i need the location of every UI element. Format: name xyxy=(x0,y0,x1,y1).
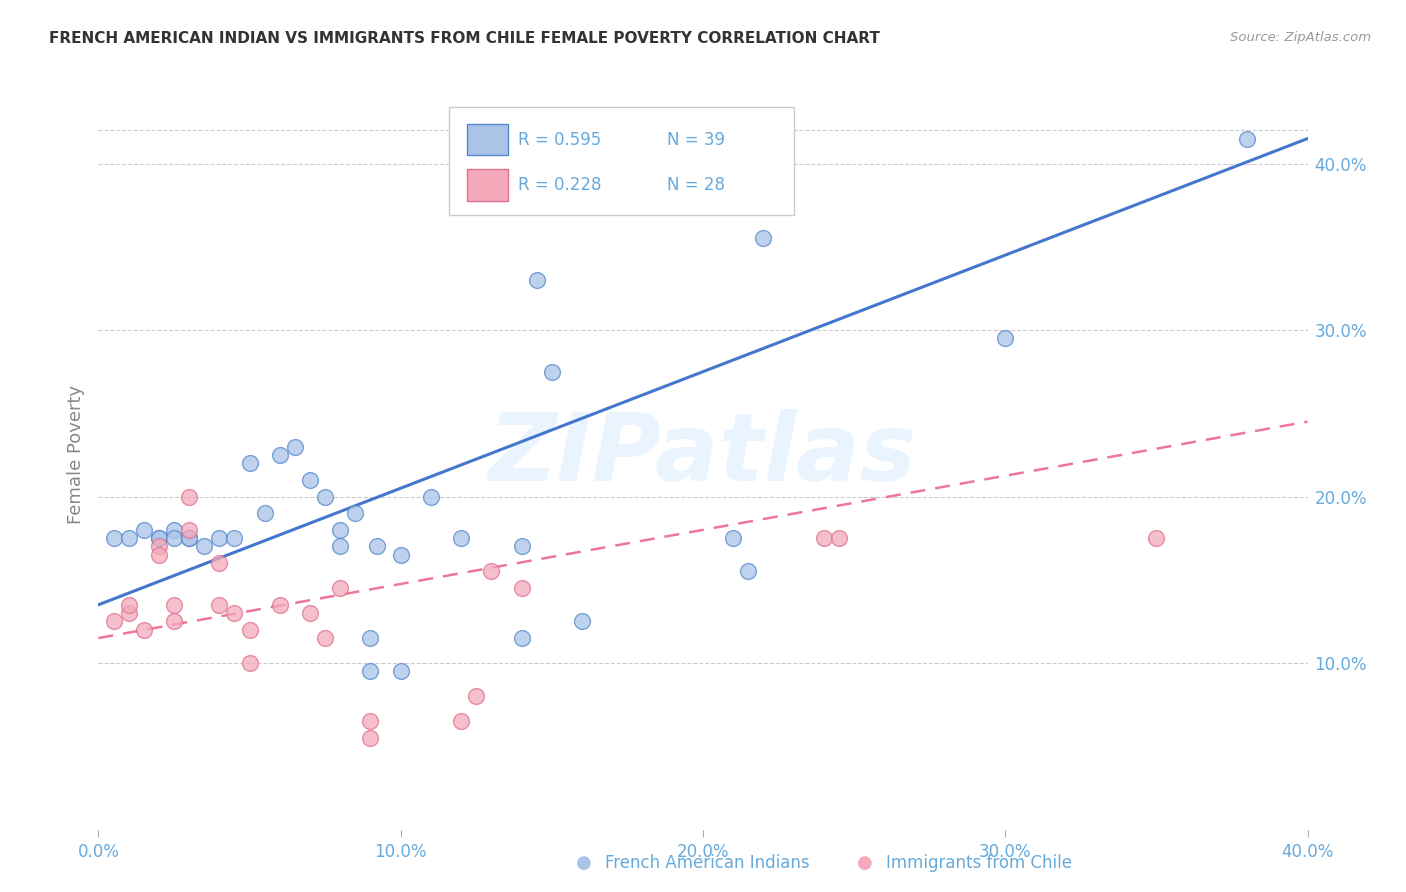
FancyBboxPatch shape xyxy=(467,124,509,155)
Point xyxy=(163,523,186,537)
Point xyxy=(148,531,170,545)
Point xyxy=(208,598,231,612)
Point xyxy=(163,615,186,629)
Point xyxy=(208,531,231,545)
Point xyxy=(132,523,155,537)
Point xyxy=(148,548,170,562)
Point xyxy=(389,665,412,679)
Text: R = 0.595: R = 0.595 xyxy=(517,130,602,148)
Point xyxy=(360,731,382,745)
Point xyxy=(526,273,548,287)
Point xyxy=(163,598,186,612)
Point xyxy=(208,556,231,570)
Text: French American Indians: French American Indians xyxy=(605,855,810,872)
Point xyxy=(329,581,352,595)
Point xyxy=(752,231,775,245)
Point xyxy=(253,506,276,520)
Point xyxy=(813,531,835,545)
Point xyxy=(269,448,291,462)
Point xyxy=(179,490,201,504)
Y-axis label: Female Poverty: Female Poverty xyxy=(66,385,84,524)
Point xyxy=(571,615,593,629)
Point xyxy=(1236,131,1258,145)
Point xyxy=(284,440,307,454)
Point xyxy=(344,506,367,520)
FancyBboxPatch shape xyxy=(449,106,793,215)
Point xyxy=(314,490,336,504)
Point xyxy=(148,531,170,545)
Point xyxy=(420,490,443,504)
Point xyxy=(450,714,472,729)
Point xyxy=(118,606,141,620)
Point xyxy=(179,531,201,545)
Point xyxy=(450,531,472,545)
Point xyxy=(132,623,155,637)
Point xyxy=(1144,531,1167,545)
Point xyxy=(360,631,382,645)
Text: FRENCH AMERICAN INDIAN VS IMMIGRANTS FROM CHILE FEMALE POVERTY CORRELATION CHART: FRENCH AMERICAN INDIAN VS IMMIGRANTS FRO… xyxy=(49,31,880,46)
Point xyxy=(723,531,745,545)
FancyBboxPatch shape xyxy=(467,169,509,201)
Point xyxy=(163,531,186,545)
Point xyxy=(828,531,851,545)
Point xyxy=(269,598,291,612)
Point xyxy=(239,456,262,470)
Point xyxy=(360,665,382,679)
Point xyxy=(224,531,246,545)
Point xyxy=(299,606,322,620)
Point xyxy=(118,531,141,545)
Point xyxy=(148,540,170,554)
Point xyxy=(239,623,262,637)
Text: ZIPatlas: ZIPatlas xyxy=(489,409,917,501)
Point xyxy=(103,615,125,629)
Point xyxy=(366,540,388,554)
Point xyxy=(314,631,336,645)
Text: Immigrants from Chile: Immigrants from Chile xyxy=(886,855,1071,872)
Point xyxy=(510,581,533,595)
Point xyxy=(179,531,201,545)
Point xyxy=(193,540,215,554)
Point xyxy=(389,548,412,562)
Text: N = 39: N = 39 xyxy=(666,130,724,148)
Point xyxy=(118,598,141,612)
Point xyxy=(239,656,262,670)
Point xyxy=(299,473,322,487)
Point xyxy=(103,531,125,545)
Point xyxy=(510,631,533,645)
Point xyxy=(224,606,246,620)
Point xyxy=(540,365,562,379)
Point xyxy=(360,714,382,729)
Point xyxy=(994,331,1017,345)
Point xyxy=(329,523,352,537)
Point xyxy=(481,565,503,579)
Text: N = 28: N = 28 xyxy=(666,176,724,194)
Point xyxy=(329,540,352,554)
Text: ●: ● xyxy=(575,855,592,872)
Text: Source: ZipAtlas.com: Source: ZipAtlas.com xyxy=(1230,31,1371,45)
Text: ●: ● xyxy=(856,855,873,872)
Point xyxy=(737,565,759,579)
Point xyxy=(465,690,488,704)
Point xyxy=(179,523,201,537)
Text: R = 0.228: R = 0.228 xyxy=(517,176,602,194)
Point xyxy=(510,540,533,554)
